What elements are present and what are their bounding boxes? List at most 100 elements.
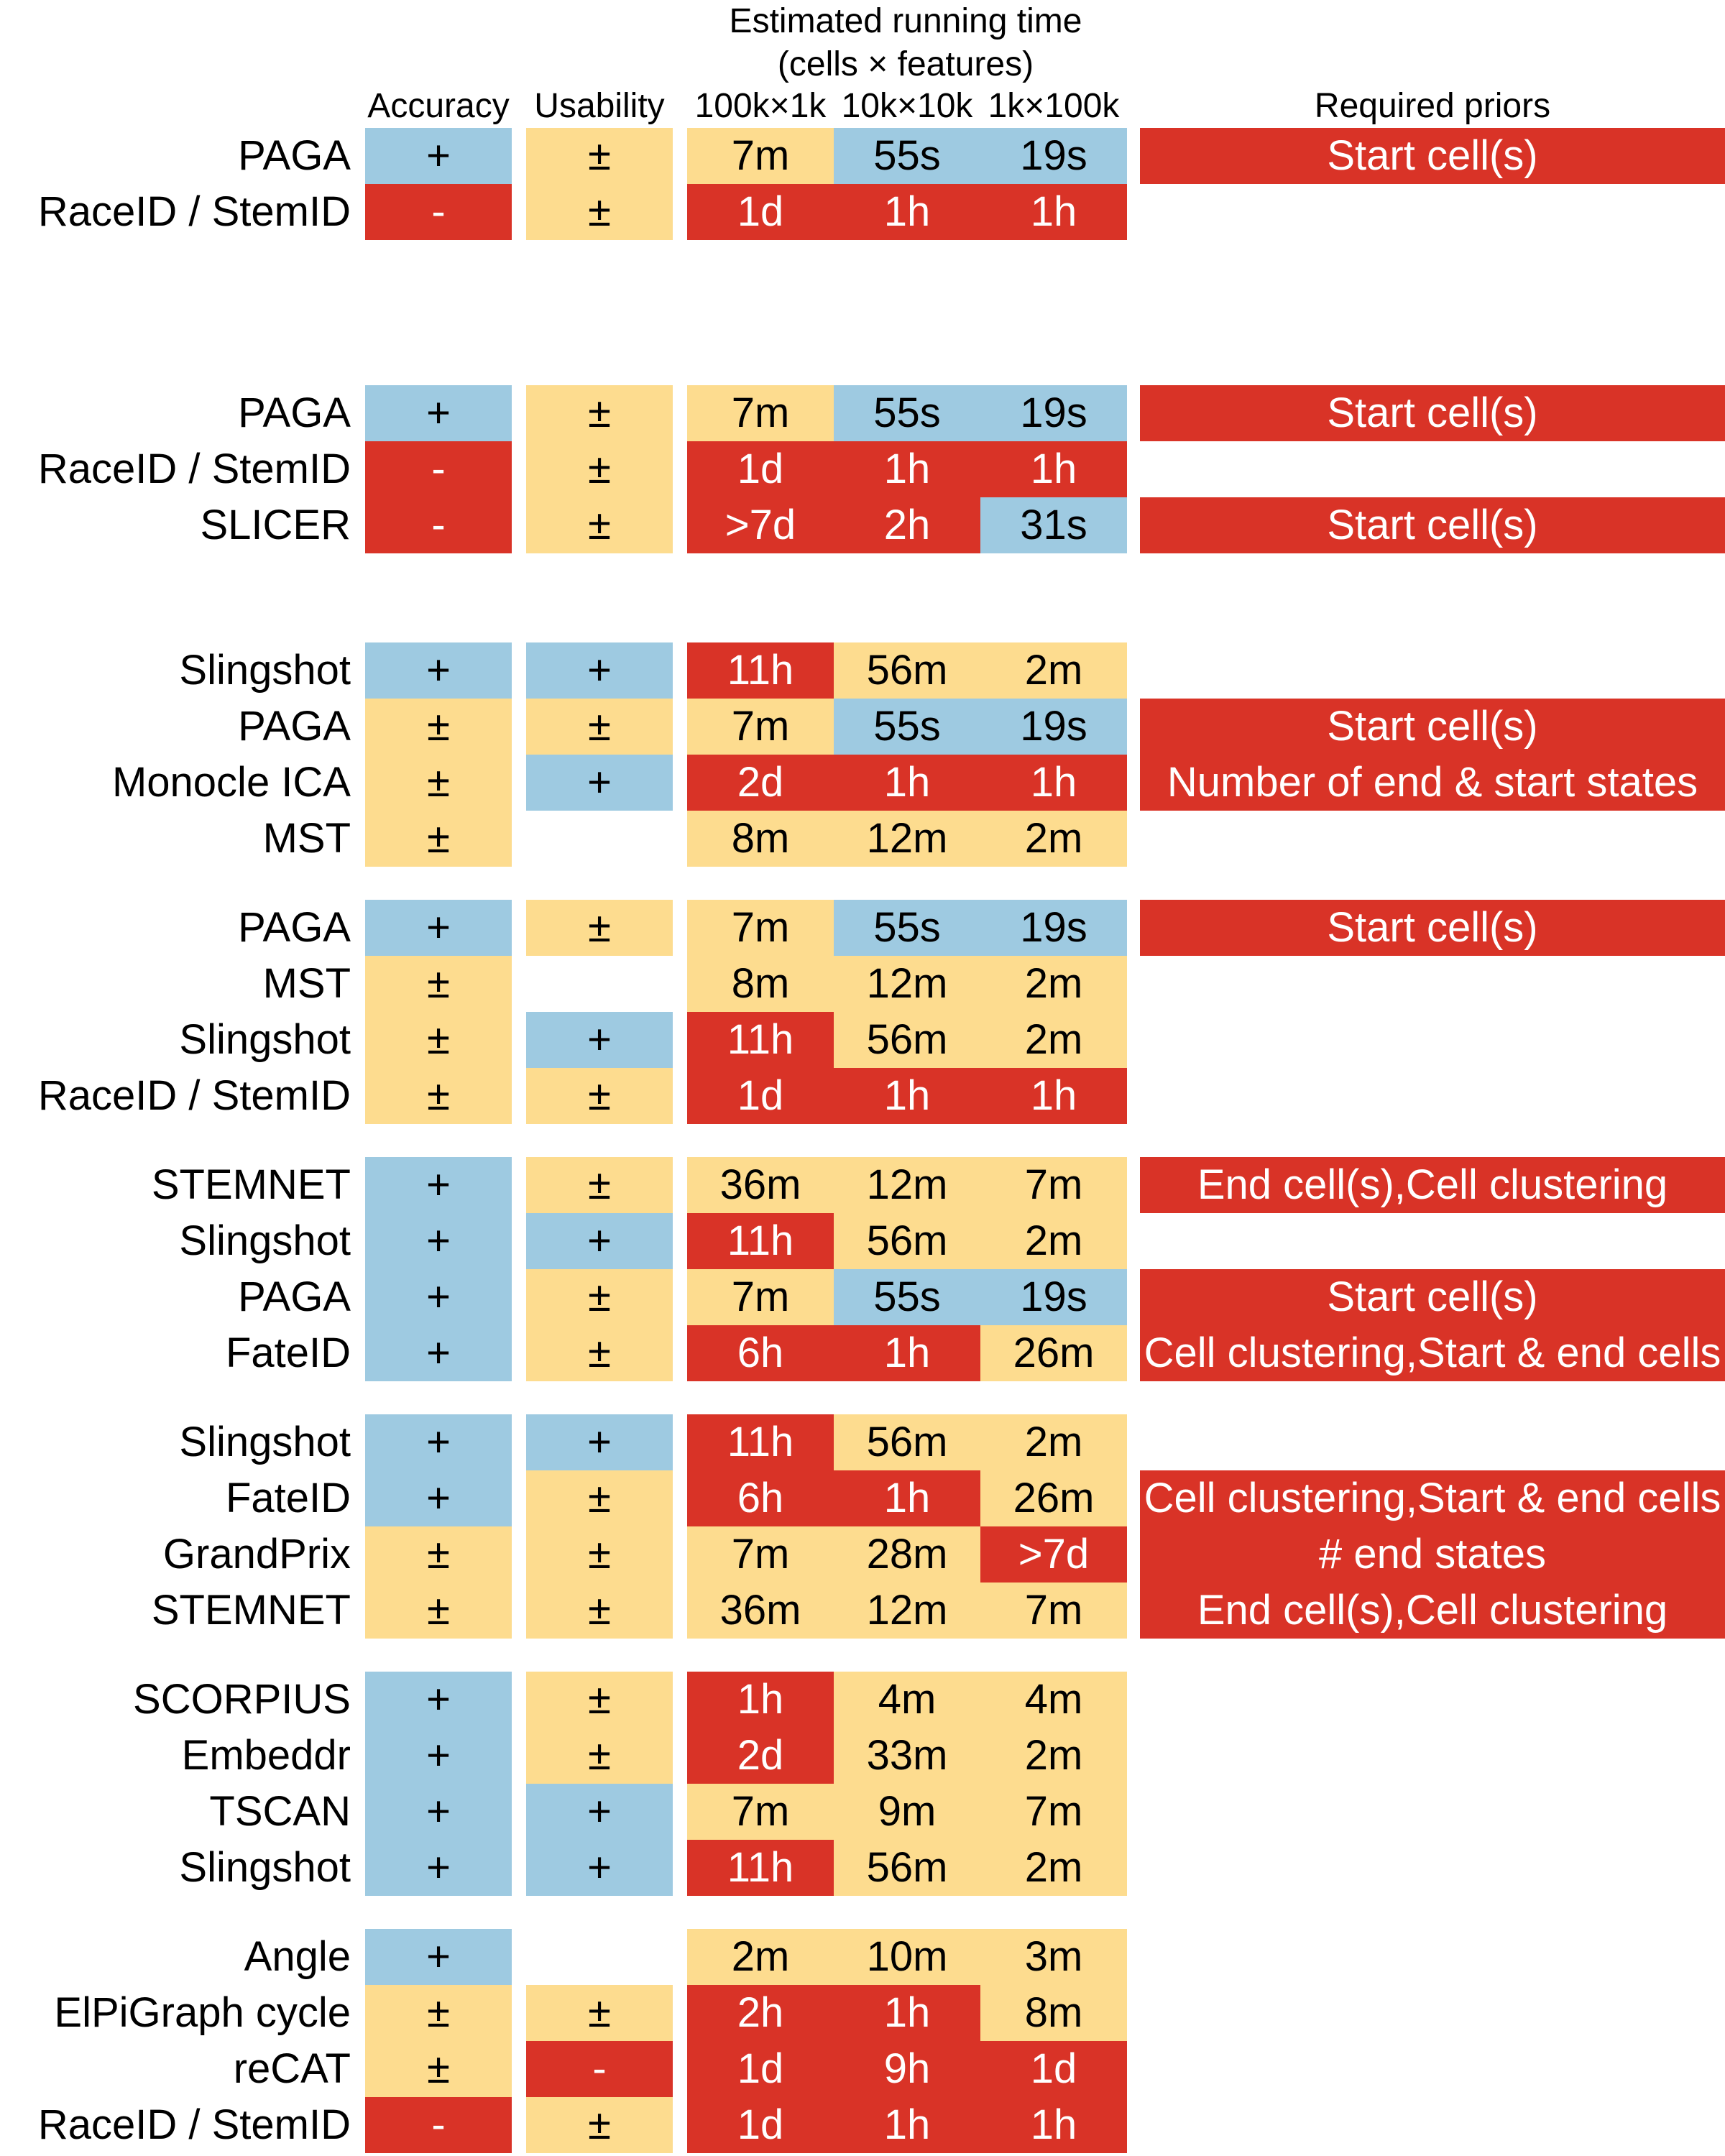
running-time-cell: 1h [834, 184, 980, 240]
running-time-cell: >7d [980, 1526, 1127, 1583]
running-time-cell: 1h [834, 1325, 980, 1381]
required-prior-cell: End cell(s),Cell clustering [1140, 1157, 1725, 1213]
method-name: SCORPIUS [133, 1676, 351, 1723]
running-time-cell: 8m [687, 956, 834, 1012]
running-time-cell: 19s [980, 900, 1127, 956]
method-name: Angle [244, 1933, 351, 1980]
required-prior-cell: Start cell(s) [1140, 497, 1725, 553]
running-time-cell: 19s [980, 1269, 1127, 1325]
time-10k-header: 10k×10k [841, 87, 973, 125]
running-time-cell: 55s [834, 385, 980, 441]
accuracy-cell: + [365, 1728, 512, 1784]
running-time-cell: 55s [834, 1269, 980, 1325]
running-time-cell: 1h [834, 1068, 980, 1124]
accuracy-cell: + [365, 1672, 512, 1728]
running-time-cell: 8m [980, 1985, 1127, 2041]
method-name: Monocle ICA [111, 759, 351, 806]
running-time-cell: 2m [687, 1929, 834, 1985]
required-prior-cell: Cell clustering,Start & end cells [1140, 1325, 1725, 1381]
method-name: RaceID / StemID [37, 188, 351, 235]
usability-cell: ± [526, 128, 673, 184]
running-time-cell: 7m [687, 1269, 834, 1325]
running-time-cell: 10m [834, 1929, 980, 1985]
running-time-cell: 19s [980, 128, 1127, 184]
running-time-cell: 56m [834, 1213, 980, 1269]
accuracy-cell: + [365, 1269, 512, 1325]
accuracy-cell: - [365, 497, 512, 553]
method-name: FateID [225, 1475, 351, 1521]
method-name: Embeddr [181, 1732, 351, 1779]
running-time-cell: 55s [834, 900, 980, 956]
usability-cell: + [526, 1012, 673, 1068]
running-time-cell: 56m [834, 1414, 980, 1470]
usability-cell: ± [526, 441, 673, 497]
accuracy-cell: + [365, 1157, 512, 1213]
running-time-cell: 4m [980, 1672, 1127, 1728]
running-time-cell: 9h [834, 2041, 980, 2097]
running-time-cell: 4m [834, 1672, 980, 1728]
accuracy-cell: ± [365, 1526, 512, 1583]
running-time-cell: 1d [687, 1068, 834, 1124]
accuracy-cell: ± [365, 956, 512, 1012]
method-name: RaceID / StemID [37, 446, 351, 492]
running-time-cell: 1h [980, 184, 1127, 240]
running-time-cell: 55s [834, 128, 980, 184]
running-time-cell: 28m [834, 1526, 980, 1583]
running-time-cell: 2d [687, 755, 834, 811]
required-prior-cell: Start cell(s) [1140, 128, 1725, 184]
usability-cell: + [526, 1414, 673, 1470]
priors-header: Required priors [1314, 87, 1551, 125]
running-time-cell: >7d [687, 497, 834, 553]
running-time-cell: 33m [834, 1728, 980, 1784]
running-time-cell: 36m [687, 1157, 834, 1213]
accuracy-cell: - [365, 2097, 512, 2153]
usability-cell: ± [526, 1269, 673, 1325]
running-time-cell: 56m [834, 642, 980, 699]
accuracy-cell: + [365, 385, 512, 441]
running-time-cell: 11h [687, 1414, 834, 1470]
method-name: PAGA [238, 703, 351, 750]
usability-cell: ± [526, 900, 673, 956]
usability-cell: - [526, 2041, 673, 2097]
accuracy-cell: + [365, 900, 512, 956]
accuracy-cell: + [365, 642, 512, 699]
running-time-cell: 36m [687, 1583, 834, 1639]
accuracy-cell: + [365, 1213, 512, 1269]
running-time-cell: 8m [687, 811, 834, 867]
accuracy-cell: ± [365, 1068, 512, 1124]
method-name: RaceID / StemID [37, 1072, 351, 1119]
required-prior-cell: Start cell(s) [1140, 900, 1725, 956]
accuracy-cell: ± [365, 699, 512, 755]
running-time-cell: 1h [834, 1470, 980, 1526]
usability-cell: + [526, 1213, 673, 1269]
accuracy-cell: + [365, 1325, 512, 1381]
running-time-cell: 11h [687, 642, 834, 699]
accuracy-cell: ± [365, 1985, 512, 2041]
accuracy-cell: - [365, 184, 512, 240]
usability-cell: ± [526, 1157, 673, 1213]
usability-cell: ± [526, 385, 673, 441]
usability-cell: ± [526, 1583, 673, 1639]
usability-cell: ± [526, 184, 673, 240]
running-time-cell: 1d [687, 184, 834, 240]
accuracy-cell: ± [365, 2041, 512, 2097]
required-prior-cell: End cell(s),Cell clustering [1140, 1583, 1725, 1639]
running-time-cell: 55s [834, 699, 980, 755]
running-time-cell: 1h [834, 2097, 980, 2153]
usability-cell: ± [526, 497, 673, 553]
running-time-cell: 1h [980, 1068, 1127, 1124]
required-prior-cell: Number of end & start states [1140, 755, 1725, 811]
usability-cell: ± [526, 1325, 673, 1381]
usability-cell: + [526, 755, 673, 811]
method-name: STEMNET [151, 1587, 351, 1634]
running-time-cell: 26m [980, 1470, 1127, 1526]
running-time-cell: 2m [980, 956, 1127, 1012]
running-time-cell: 12m [834, 1157, 980, 1213]
method-name: ElPiGraph cycle [54, 1989, 351, 2036]
running-time-cell: 1d [687, 2041, 834, 2097]
running-time-title: Estimated running time (cells × features… [683, 0, 1128, 86]
method-name: RaceID / StemID [37, 2101, 351, 2148]
method-name: reCAT [233, 2045, 351, 2092]
required-prior-cell: Start cell(s) [1140, 385, 1725, 441]
